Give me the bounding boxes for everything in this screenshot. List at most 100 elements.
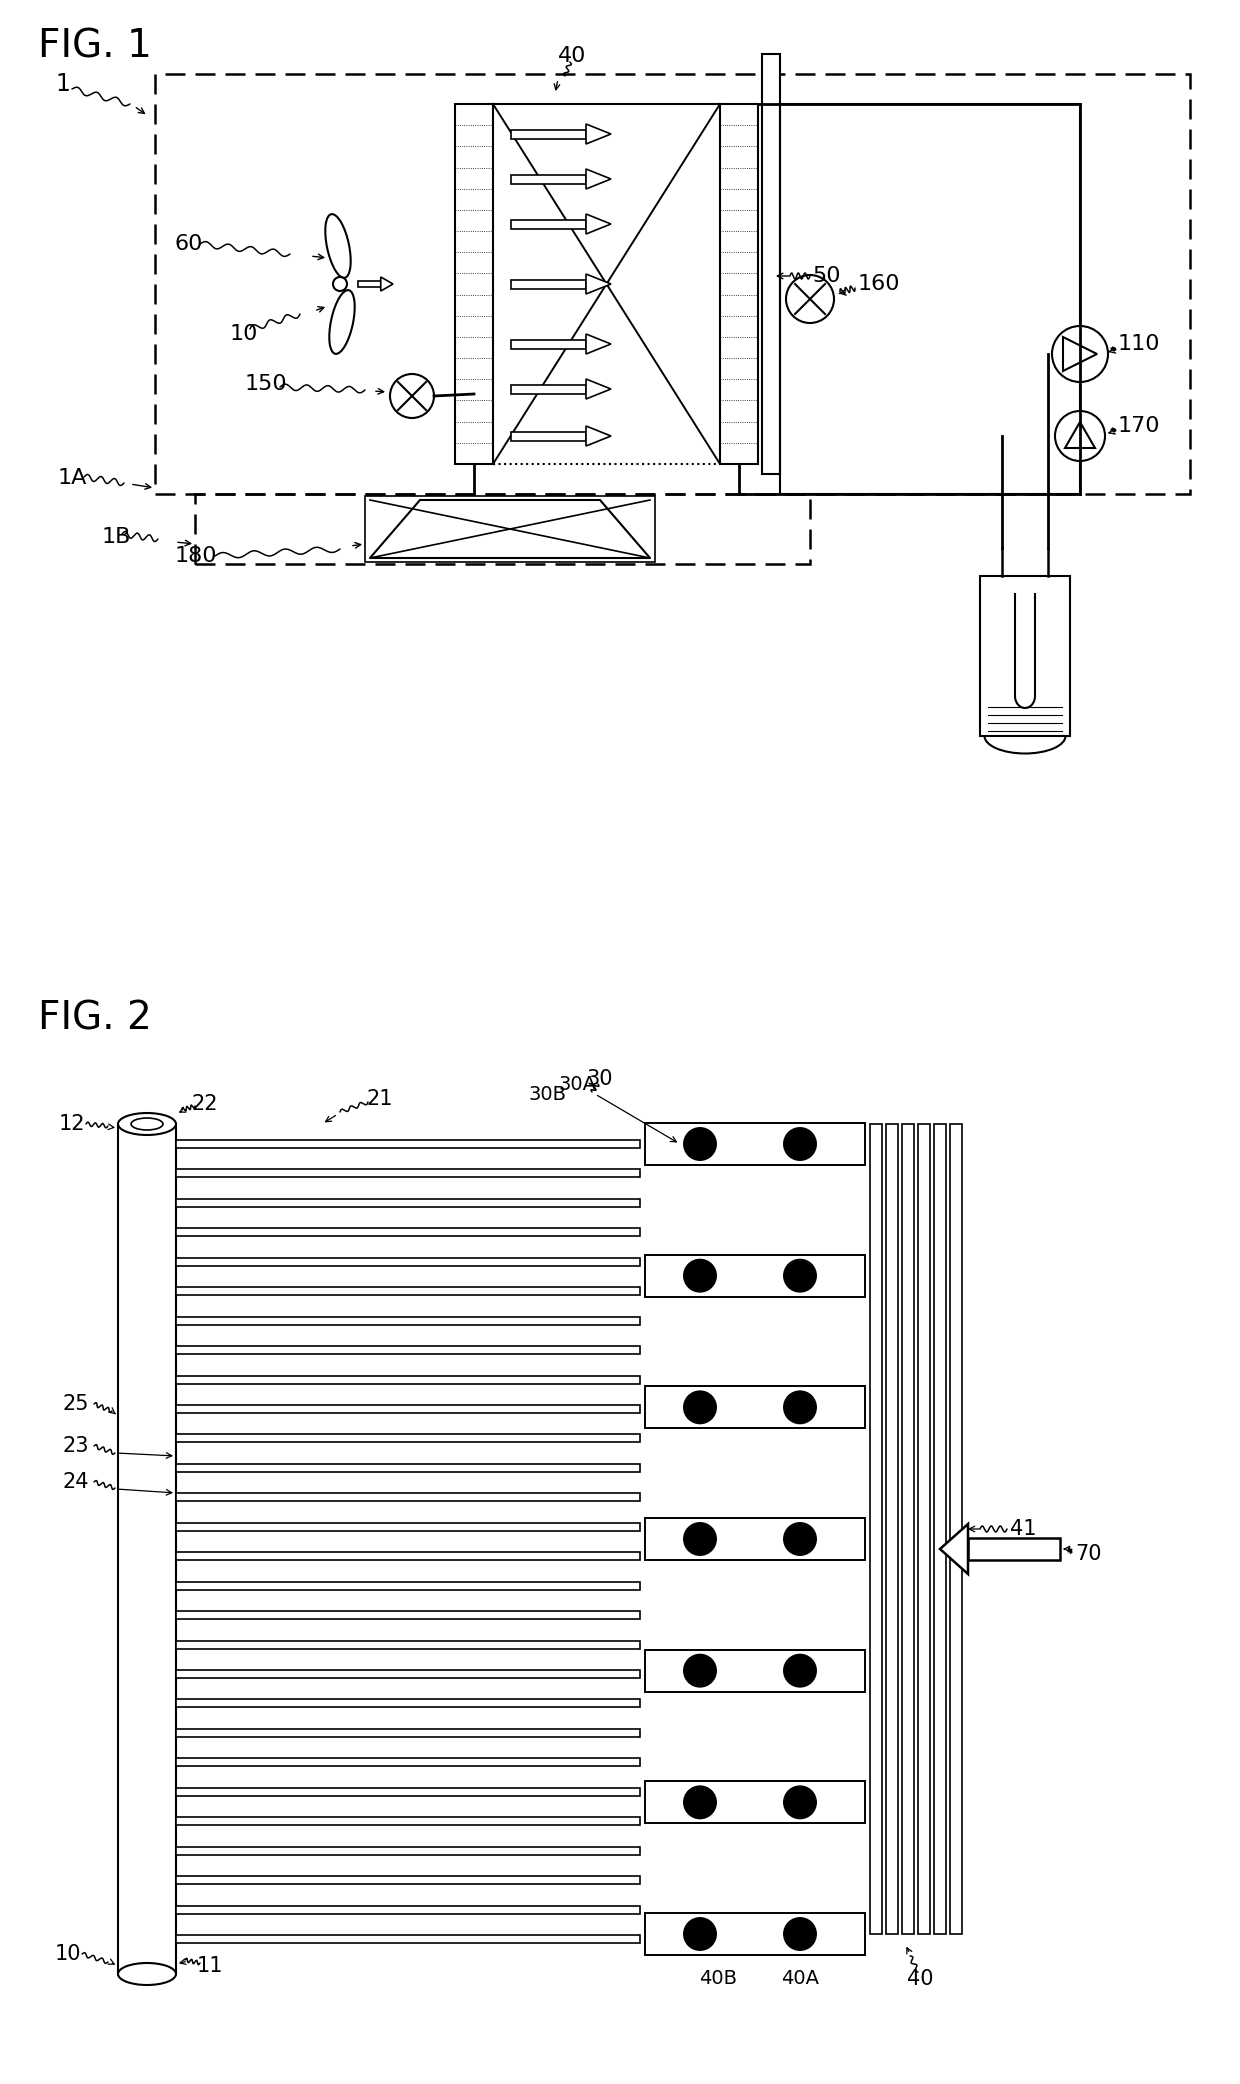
Bar xyxy=(176,1582,640,1590)
Bar xyxy=(176,1846,640,1855)
Bar xyxy=(176,1227,640,1236)
Bar xyxy=(176,1463,640,1471)
Circle shape xyxy=(1052,325,1109,381)
Circle shape xyxy=(786,275,835,323)
Text: 180: 180 xyxy=(175,546,217,567)
Text: 40A: 40A xyxy=(781,1969,818,1988)
Text: 70: 70 xyxy=(1075,1544,1101,1563)
Bar xyxy=(176,1730,640,1736)
Text: 22: 22 xyxy=(192,1094,218,1115)
Polygon shape xyxy=(587,169,611,190)
Bar xyxy=(934,1123,946,1934)
Bar xyxy=(511,386,587,394)
Bar xyxy=(645,1782,866,1824)
Circle shape xyxy=(391,373,434,419)
Bar xyxy=(176,1553,640,1561)
Bar xyxy=(155,75,1190,494)
Bar xyxy=(645,1651,866,1692)
Bar xyxy=(645,1386,866,1428)
Bar xyxy=(176,1317,640,1325)
Text: 40B: 40B xyxy=(699,1969,737,1988)
Text: 30: 30 xyxy=(587,1069,614,1090)
Text: 160: 160 xyxy=(858,273,900,294)
Bar xyxy=(176,1669,640,1678)
Ellipse shape xyxy=(131,1117,162,1130)
Polygon shape xyxy=(370,500,650,559)
Text: 23: 23 xyxy=(63,1436,89,1457)
Bar xyxy=(176,1876,640,1884)
Bar xyxy=(887,1123,898,1934)
Bar xyxy=(780,104,1080,494)
Bar xyxy=(176,1698,640,1707)
Bar xyxy=(176,1936,640,1942)
Bar xyxy=(118,1123,176,1974)
Circle shape xyxy=(784,1786,816,1819)
Bar xyxy=(901,1123,914,1934)
Bar xyxy=(176,1759,640,1767)
Text: FIG. 1: FIG. 1 xyxy=(38,27,151,67)
Bar xyxy=(176,1288,640,1296)
Text: 170: 170 xyxy=(1118,417,1161,436)
Text: 1A: 1A xyxy=(58,469,87,488)
Bar xyxy=(455,104,494,465)
Text: FIG. 2: FIG. 2 xyxy=(38,998,151,1038)
Bar xyxy=(176,1259,640,1265)
Bar xyxy=(176,1198,640,1207)
Text: 110: 110 xyxy=(1118,333,1161,354)
Circle shape xyxy=(684,1523,715,1555)
Text: 12: 12 xyxy=(58,1115,86,1134)
Text: 1B: 1B xyxy=(102,527,131,546)
Bar xyxy=(763,54,780,473)
Bar xyxy=(176,1640,640,1648)
Ellipse shape xyxy=(118,1113,176,1136)
Circle shape xyxy=(684,1917,715,1951)
Bar xyxy=(511,129,587,138)
Text: 21: 21 xyxy=(367,1090,393,1109)
Text: 25: 25 xyxy=(63,1394,89,1415)
Text: 11: 11 xyxy=(197,1957,223,1976)
Text: 150: 150 xyxy=(246,373,288,394)
Bar xyxy=(358,281,381,288)
Polygon shape xyxy=(381,277,393,292)
Circle shape xyxy=(684,1786,715,1819)
Polygon shape xyxy=(587,333,611,354)
Bar xyxy=(176,1817,640,1826)
Text: 60: 60 xyxy=(175,233,203,254)
Bar xyxy=(176,1494,640,1500)
Circle shape xyxy=(684,1392,715,1423)
Bar xyxy=(176,1140,640,1148)
Circle shape xyxy=(784,1917,816,1951)
Text: 50: 50 xyxy=(812,267,841,286)
Polygon shape xyxy=(587,215,611,233)
Bar xyxy=(511,340,587,348)
Circle shape xyxy=(784,1523,816,1555)
Bar xyxy=(645,1517,866,1561)
Bar xyxy=(968,1538,1060,1561)
Circle shape xyxy=(334,277,347,292)
Circle shape xyxy=(784,1259,816,1292)
Text: 30A: 30A xyxy=(559,1075,596,1094)
Polygon shape xyxy=(587,125,611,144)
Circle shape xyxy=(784,1392,816,1423)
Ellipse shape xyxy=(118,1963,176,1984)
Circle shape xyxy=(784,1655,816,1686)
Bar xyxy=(645,1913,866,1955)
Text: 24: 24 xyxy=(63,1471,89,1492)
Polygon shape xyxy=(587,379,611,398)
Bar xyxy=(176,1346,640,1355)
Bar xyxy=(176,1611,640,1619)
Bar xyxy=(918,1123,930,1934)
Bar xyxy=(645,1255,866,1296)
Bar xyxy=(195,494,810,565)
Circle shape xyxy=(684,1127,715,1161)
Bar xyxy=(511,279,587,288)
Circle shape xyxy=(784,1127,816,1161)
Bar xyxy=(176,1523,640,1532)
Bar xyxy=(511,219,587,229)
Bar xyxy=(365,496,655,563)
Bar xyxy=(511,431,587,440)
Text: 41: 41 xyxy=(1011,1519,1037,1538)
Circle shape xyxy=(684,1655,715,1686)
Text: 1: 1 xyxy=(55,73,69,96)
Bar xyxy=(176,1375,640,1384)
